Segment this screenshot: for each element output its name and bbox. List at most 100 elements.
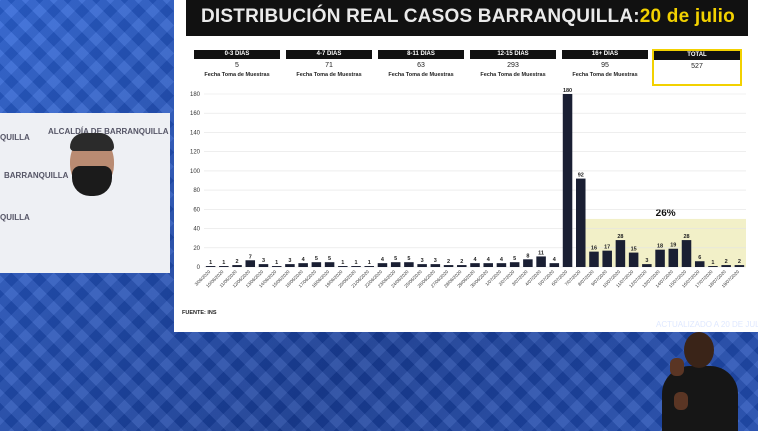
data-label: 5 [328,256,331,262]
title-date: 20 de julio [639,6,735,27]
highlight-label: 26% [656,208,676,219]
category-value: 527 [691,63,703,70]
bar [523,259,533,267]
data-label: 7 [249,254,252,260]
slide: DISTRIBUCIÓN REAL CASOS BARRANQUILLA:20 … [174,0,758,332]
category-8-11: 8-11 DIAS 63 Fecha Toma de Muestras [378,50,464,84]
bar [615,240,626,267]
chart-title: DISTRIBUCIÓN REAL CASOS BARRANQUILLA:20 … [201,6,735,28]
category-total: TOTAL 527 [652,49,742,86]
data-label: 1 [275,260,278,266]
face-mask [72,166,112,196]
data-label: 5 [513,256,516,262]
interpreter-hand [670,358,684,376]
logo-text: BARRANQUILLA [4,171,69,180]
bar [351,266,361,267]
title-bar: DISTRIBUCIÓN REAL CASOS BARRANQUILLA:20 … [186,0,748,36]
data-label: 8 [526,253,529,259]
category-value: 63 [417,62,425,69]
category-label: 0-3 DIAS [194,50,280,59]
category-label: 8-11 DIAS [378,50,464,59]
data-label: 4 [302,257,306,263]
data-label: 5 [394,256,397,262]
data-label: 3 [262,258,265,264]
bar [721,265,731,267]
category-value: 95 [601,62,609,69]
bar [271,266,282,267]
y-tick-label: 20 [193,246,200,252]
y-tick-label: 180 [190,92,201,98]
bar [338,266,348,267]
bar [390,262,401,267]
data-label: 1 [711,260,714,266]
data-label: 28 [683,234,689,240]
title-main: DISTRIBUCIÓN REAL CASOS BARRANQUILLA: [201,6,640,27]
bar [205,266,216,267]
data-label: 4 [381,257,385,263]
data-label: 3 [645,258,648,264]
bar-chart: 26%02040608010012014016018013/06/2020110… [190,88,746,289]
speaker-hair [70,133,114,151]
bar [562,94,573,267]
data-label: 11 [538,250,544,256]
data-label: 18 [657,244,663,250]
bar [298,263,308,267]
bar [404,262,414,267]
data-label: 1 [354,260,357,266]
data-label: 4 [500,257,504,263]
bar [536,256,546,267]
category-4-7: 4-7 DIAS 71 Fecha Toma de Muestras [286,50,372,84]
category-16-plus: 16+ DIAS 95 Fecha Toma de Muestras [562,50,648,84]
data-label: 2 [236,259,239,265]
bar [734,265,745,267]
y-tick-label: 160 [190,111,201,117]
y-tick-label: 40 [193,227,200,233]
logo-text: QUILLA [0,213,30,222]
y-tick-label: 120 [190,150,201,156]
data-label: 180 [563,88,572,94]
source-note: FUENTE: INS [182,310,217,316]
category-label: 12-15 DIAS [470,50,556,59]
category-label: TOTAL [654,51,740,60]
bar [496,263,507,267]
bar [219,266,229,267]
y-tick-label: 100 [190,169,201,175]
y-tick-label: 60 [193,207,200,213]
data-label: 2 [725,259,728,265]
bar [655,249,665,267]
bar [285,264,295,267]
category-sub: Fecha Toma de Muestras [572,72,638,78]
data-label: 16 [591,246,597,252]
bar [311,262,322,267]
bar [602,250,612,267]
data-label: 17 [604,245,610,251]
data-label: 1 [209,260,212,266]
bar [443,265,454,267]
data-label: 19 [670,243,676,249]
bar [575,178,586,267]
category-value: 293 [507,62,519,69]
category-value: 71 [325,62,333,69]
bar [417,264,427,267]
data-label: 92 [578,173,584,179]
highlight-region [585,218,746,267]
interpreter-head [684,332,714,368]
data-label: 1 [222,260,225,266]
data-label: 3 [288,258,291,264]
category-0-3: 0-3 DIAS 5 Fecha Toma de Muestras [194,50,280,84]
bar [470,263,480,267]
speaker-video: QUILLA ALCALDÍA DE BARRANQUILLA BARRANQU… [0,113,170,273]
data-label: 1 [341,260,344,266]
bar [589,251,599,267]
data-label: 5 [407,256,410,262]
data-label: 5 [315,256,318,262]
data-label: 3 [434,258,437,264]
y-tick-label: 140 [190,130,201,136]
category-12-15: 12-15 DIAS 293 Fecha Toma de Muestras [470,50,556,84]
logo-text: QUILLA [0,133,30,142]
data-label: 2 [460,259,463,265]
data-label: 3 [421,258,424,264]
category-value: 5 [235,62,239,69]
interpreter-hand [674,392,688,410]
data-label: 4 [553,257,557,263]
